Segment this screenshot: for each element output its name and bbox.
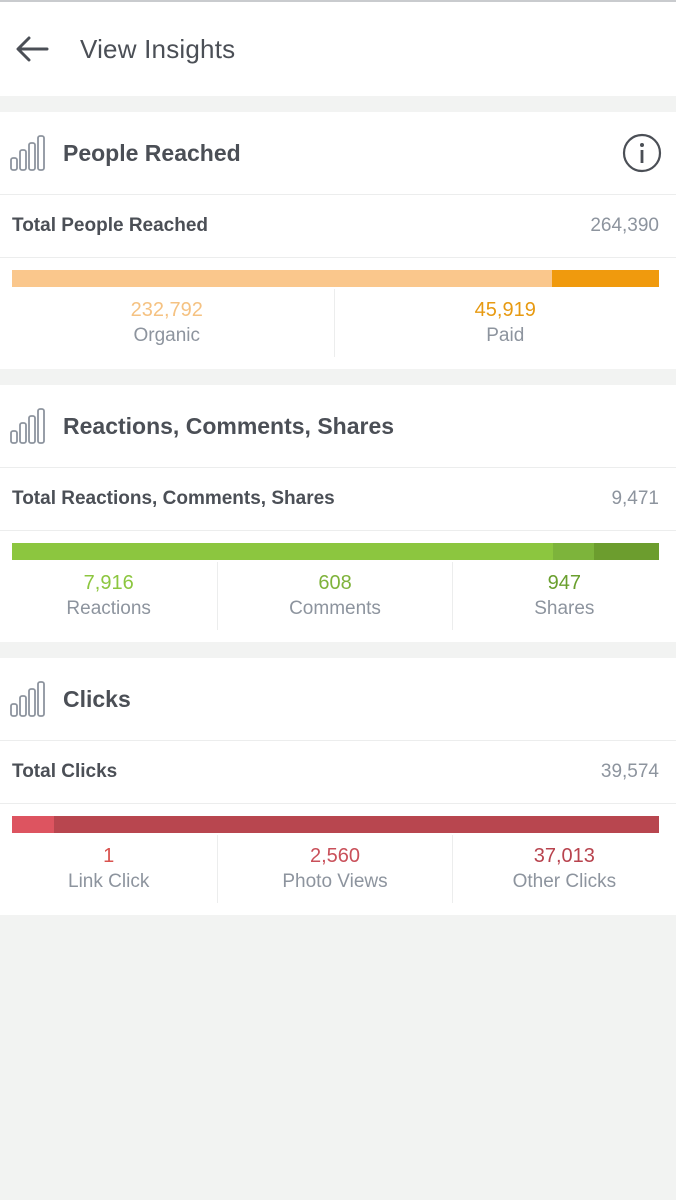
section-gap bbox=[0, 642, 676, 658]
section-gap bbox=[0, 369, 676, 385]
bar-segment-other-clicks bbox=[54, 816, 659, 833]
back-button[interactable] bbox=[0, 2, 64, 96]
stats-row: 232,792 Organic 45,919 Paid bbox=[0, 289, 676, 357]
stat-label: Paid bbox=[486, 325, 525, 346]
stat-label: Shares bbox=[534, 598, 595, 619]
card-title: Reactions, Comments, Shares bbox=[63, 412, 395, 439]
reach-stacked-bar bbox=[12, 270, 659, 287]
total-label: Total Clicks bbox=[12, 761, 118, 782]
clicks-stacked-bar bbox=[12, 816, 659, 833]
stat-paid: 45,919 Paid bbox=[333, 289, 676, 357]
stat-shares: 947 Shares bbox=[451, 562, 676, 630]
stat-value: 608 bbox=[318, 572, 352, 594]
card-header: People Reached bbox=[0, 112, 676, 195]
stat-other-clicks: 37,013 Other Clicks bbox=[451, 835, 676, 903]
stat-value: 1 bbox=[103, 845, 115, 867]
stat-label: Comments bbox=[289, 598, 381, 619]
bar-segment-shares bbox=[594, 543, 659, 560]
total-row: Total Reactions, Comments, Shares 9,471 bbox=[0, 468, 676, 531]
stat-link-click: 1 Link Click bbox=[0, 835, 217, 903]
stat-value: 2,560 bbox=[309, 845, 361, 867]
clicks-card: Clicks Total Clicks 39,574 1 Link Click … bbox=[0, 658, 676, 915]
bar-segment-reactions bbox=[12, 543, 553, 560]
stat-reactions: 7,916 Reactions bbox=[0, 562, 217, 630]
total-label: Total People Reached bbox=[12, 215, 209, 236]
bar-segment-comments bbox=[552, 543, 595, 560]
total-label: Total Reactions, Comments, Shares bbox=[12, 488, 335, 509]
arrow-left-icon bbox=[16, 36, 49, 62]
stat-value: 232,792 bbox=[130, 299, 203, 321]
stat-label: Reactions bbox=[66, 598, 151, 619]
stat-value: 45,919 bbox=[474, 299, 536, 321]
stat-photo-views: 2,560 Photo Views bbox=[217, 835, 451, 903]
info-icon[interactable] bbox=[622, 133, 662, 173]
bar-segment-link-click bbox=[12, 816, 55, 833]
page-title: View Insights bbox=[80, 33, 236, 64]
total-value: 39,574 bbox=[600, 761, 659, 782]
total-row: Total People Reached 264,390 bbox=[0, 195, 676, 258]
stat-value: 37,013 bbox=[533, 845, 595, 867]
app-header: View Insights bbox=[0, 2, 676, 96]
stat-value: 947 bbox=[547, 572, 582, 594]
stat-value: 7,916 bbox=[83, 572, 134, 594]
bar-segment-paid bbox=[552, 270, 659, 287]
card-title: People Reached bbox=[63, 139, 241, 166]
card-title: Clicks bbox=[63, 685, 131, 712]
status-bar-divider bbox=[0, 0, 676, 2]
stat-label: Other Clicks bbox=[512, 871, 617, 892]
card-header: Reactions, Comments, Shares bbox=[0, 385, 676, 468]
stat-organic: 232,792 Organic bbox=[0, 289, 334, 357]
stats-row: 7,916 Reactions 608 Comments 947 Shares bbox=[0, 562, 676, 630]
card-header: Clicks bbox=[0, 658, 676, 741]
bar-chart-icon bbox=[10, 135, 45, 171]
engagement-card: Reactions, Comments, Shares Total Reacti… bbox=[0, 385, 676, 642]
bar-chart-icon bbox=[10, 408, 45, 444]
engagement-stacked-bar bbox=[12, 543, 659, 560]
bar-segment-organic bbox=[12, 270, 553, 287]
stat-comments: 608 Comments bbox=[217, 562, 451, 630]
total-row: Total Clicks 39,574 bbox=[0, 741, 676, 804]
stat-label: Photo Views bbox=[282, 871, 388, 892]
bar-chart-icon bbox=[10, 681, 45, 717]
section-gap bbox=[0, 96, 676, 112]
people-reached-card: People Reached Total People Reached 264,… bbox=[0, 112, 676, 369]
stats-row: 1 Link Click 2,560 Photo Views 37,013 Ot… bbox=[0, 835, 676, 903]
total-value: 9,471 bbox=[611, 488, 659, 509]
stat-label: Organic bbox=[133, 325, 201, 346]
total-value: 264,390 bbox=[590, 215, 659, 236]
stat-label: Link Click bbox=[68, 871, 150, 892]
